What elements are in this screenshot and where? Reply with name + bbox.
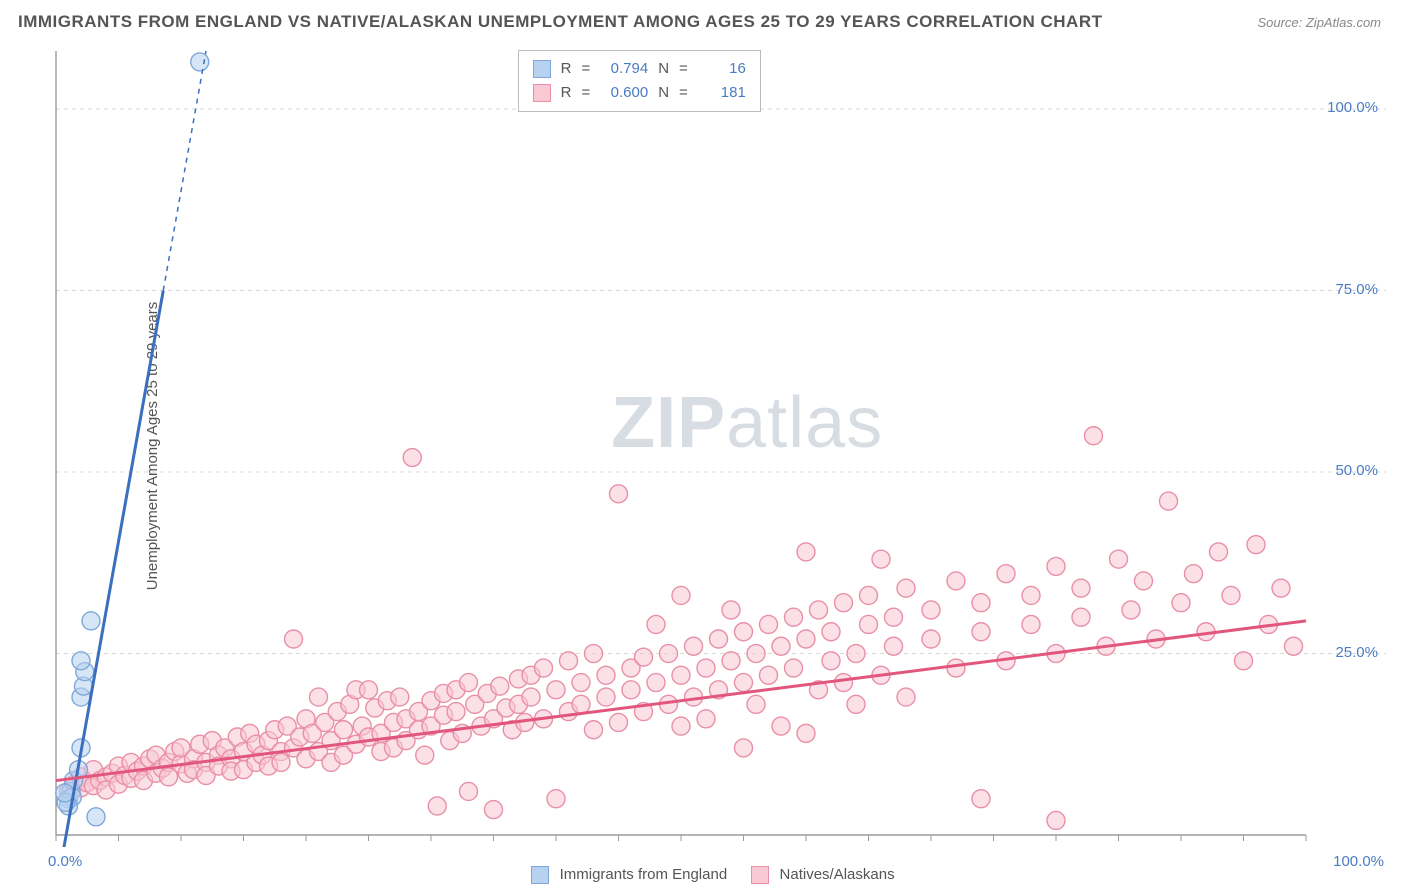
n-value-2: 181 <box>698 81 746 105</box>
eq-2a: = <box>581 81 590 105</box>
y-axis-label-25: 25.0% <box>1335 644 1378 661</box>
eq-1a: = <box>581 57 590 81</box>
stats-swatch-1 <box>533 60 551 78</box>
y-axis-label-100: 100.0% <box>1327 99 1378 116</box>
chart-area: ZIPatlas R = 0.794 N = 16 R = 0.600 N = … <box>50 45 1386 847</box>
r-label-1: R <box>561 57 572 81</box>
n-label-2: N <box>658 81 669 105</box>
stats-row-2: R = 0.600 N = 181 <box>533 81 746 105</box>
y-axis-label-75: 75.0% <box>1335 281 1378 298</box>
r-value-1: 0.794 <box>600 57 648 81</box>
r-label-2: R <box>561 81 572 105</box>
bottom-legend: Immigrants from England Natives/Alaskans <box>0 866 1406 884</box>
legend-label-1: Immigrants from England <box>560 866 728 883</box>
eq-1b: = <box>679 57 688 81</box>
stats-swatch-2 <box>533 84 551 102</box>
r-value-2: 0.600 <box>600 81 648 105</box>
legend-swatch-1 <box>531 866 549 884</box>
scatter-chart-svg <box>50 45 1386 847</box>
n-value-1: 16 <box>698 57 746 81</box>
n-label-1: N <box>658 57 669 81</box>
legend-label-2: Natives/Alaskans <box>780 866 895 883</box>
source-attribution: Source: ZipAtlas.com <box>1257 15 1381 30</box>
legend-swatch-2 <box>751 866 769 884</box>
eq-2b: = <box>679 81 688 105</box>
chart-title: IMMIGRANTS FROM ENGLAND VS NATIVE/ALASKA… <box>18 12 1102 32</box>
y-axis-label-50: 50.0% <box>1335 462 1378 479</box>
correlation-stats-box: R = 0.794 N = 16 R = 0.600 N = 181 <box>518 50 761 112</box>
stats-row-1: R = 0.794 N = 16 <box>533 57 746 81</box>
